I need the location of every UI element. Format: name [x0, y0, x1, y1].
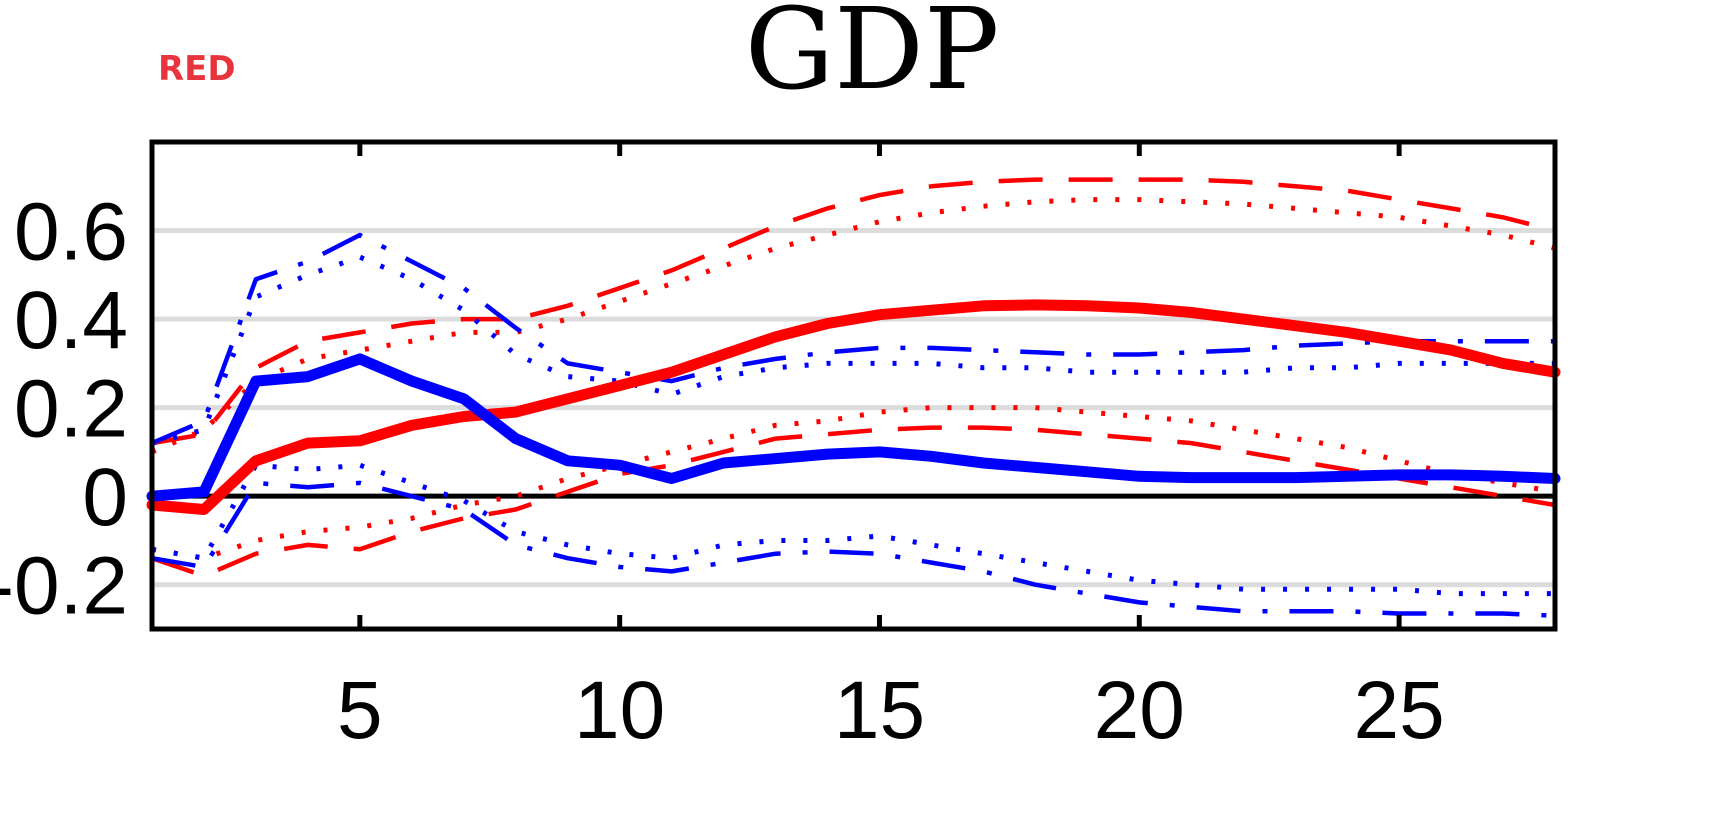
y-tick-label: -0.2 — [0, 541, 128, 632]
x-tick-label: 10 — [574, 665, 665, 756]
series-line-3 — [151, 425, 1556, 579]
series-line-4 — [151, 405, 1556, 561]
x-tick-label: 15 — [834, 665, 925, 756]
y-tick-label: 0 — [82, 452, 128, 543]
series-line-2 — [151, 197, 1556, 455]
y-tick-labels: -0.200.20.40.6 — [0, 187, 128, 632]
series-line-8 — [151, 480, 1556, 618]
series-line-6 — [151, 232, 1555, 446]
series-line-9 — [151, 462, 1555, 597]
x-tick-label: 5 — [337, 665, 383, 756]
y-tick-label: 0.2 — [14, 364, 128, 455]
gridlines — [152, 228, 1555, 588]
x-tick-label: 25 — [1354, 665, 1445, 756]
chart-title: GDP — [745, 0, 1000, 115]
plot-frame — [149, 139, 1558, 632]
x-tick-labels: 5 10 15 20 25 — [337, 665, 1445, 756]
axis-ticks — [357, 142, 1402, 629]
y-tick-label: 0.6 — [14, 187, 128, 278]
series-line-5 — [146, 353, 1561, 502]
red-annotation: RED — [158, 49, 236, 89]
series-line-0 — [146, 299, 1561, 515]
y-tick-label: 0.4 — [14, 275, 128, 366]
x-tick-label: 20 — [1094, 665, 1185, 756]
series-lines — [146, 177, 1561, 618]
series-line-1 — [151, 177, 1556, 446]
